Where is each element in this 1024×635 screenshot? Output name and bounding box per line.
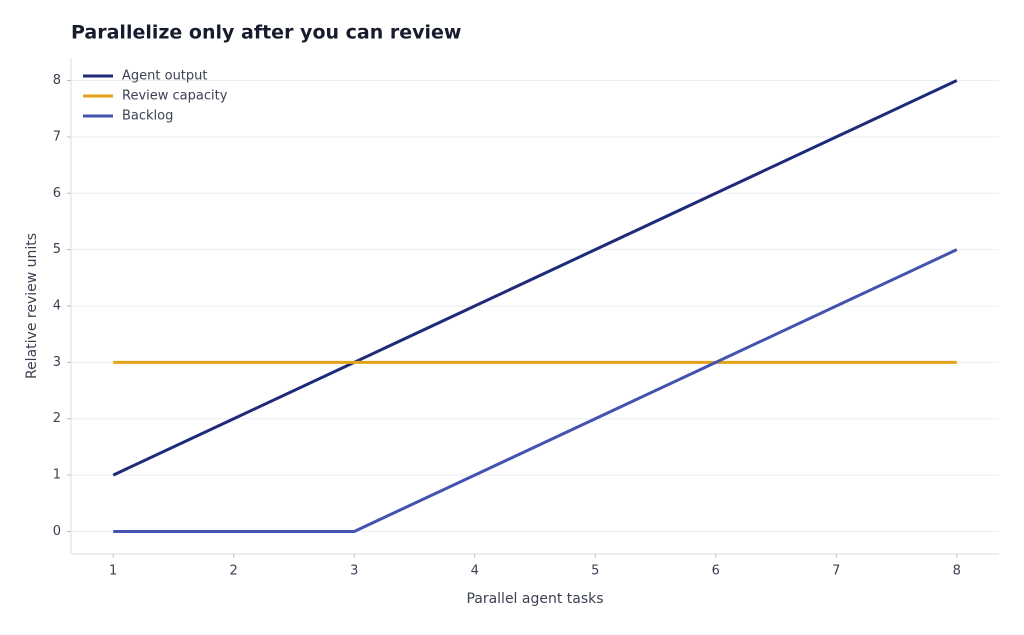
y-tick-label: 3 [53, 355, 61, 370]
x-tick-label: 8 [953, 564, 961, 579]
y-tick-label: 0 [53, 524, 61, 539]
y-tick-label: 2 [53, 411, 61, 426]
y-axis-label: Relative review units [24, 233, 40, 379]
chart-title: Parallelize only after you can review [71, 22, 461, 44]
y-tick-label: 8 [53, 73, 61, 88]
x-tick-label: 7 [832, 564, 840, 579]
x-tick-label: 1 [109, 564, 117, 579]
x-tick-label: 6 [712, 564, 720, 579]
series-line [113, 248, 958, 533]
legend-label: Agent output [122, 69, 208, 84]
legend-label: Review capacity [122, 89, 228, 104]
y-tick-label: 6 [53, 186, 61, 201]
series-line [112, 79, 958, 477]
legend-label: Backlog [122, 109, 173, 124]
x-tick-label: 3 [350, 564, 358, 579]
y-tick-label: 7 [53, 129, 61, 144]
x-tick-label: 4 [471, 564, 479, 579]
y-tick-label: 5 [53, 242, 61, 257]
y-tick-label: 1 [53, 468, 61, 483]
x-tick-label: 2 [230, 564, 238, 579]
x-tick-label: 5 [591, 564, 599, 579]
x-axis-label: Parallel agent tasks [466, 591, 603, 607]
y-tick-label: 4 [53, 299, 61, 314]
